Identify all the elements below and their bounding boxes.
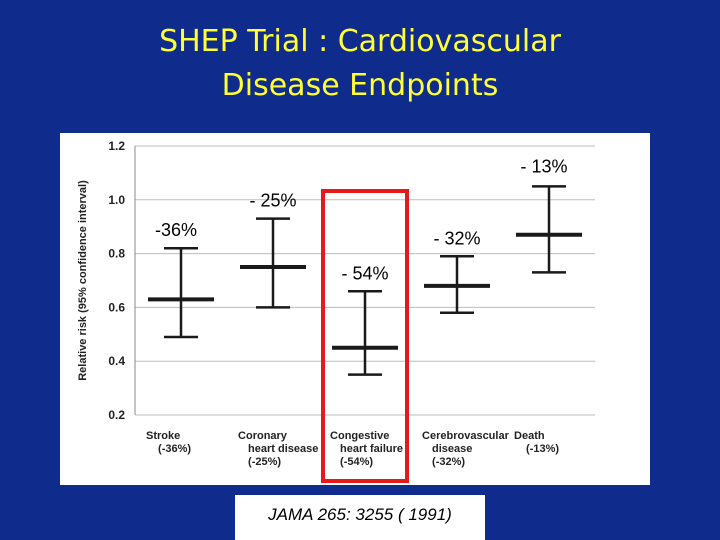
chart-panel: 0.2 0.4 0.6 0.8 1.0 1.2 Relative risk (95% con… — [60, 133, 650, 485]
y-tick-label: 0.2 — [108, 408, 125, 422]
category-label: Stroke — [146, 430, 180, 442]
category-label: (-54%) — [340, 456, 373, 468]
error-bar-chart: 0.2 0.4 0.6 0.8 1.0 1.2 Relative risk (95% con… — [77, 139, 595, 483]
category-label: Cerebrovascular — [422, 430, 510, 442]
category-label: (-25%) — [248, 456, 281, 468]
slide-title-line-2: Disease Endpoints — [221, 68, 499, 103]
category-label: (-13%) — [526, 443, 559, 455]
reduction-annotation: - 25% — [249, 191, 296, 211]
reduction-annotation: - 13% — [520, 156, 567, 176]
category-label: Coronary — [238, 430, 288, 442]
reduction-annotation: - 32% — [433, 228, 480, 248]
y-tick-label: 1.0 — [108, 193, 125, 207]
y-tick-label: 1.2 — [108, 139, 125, 153]
citation-background — [235, 495, 485, 540]
category-label: (-32%) — [432, 456, 465, 468]
category-label: Congestive — [330, 430, 389, 442]
y-tick-label: 0.6 — [108, 300, 125, 314]
slide-title-line-1: SHEP Trial : Cardiovascular — [159, 24, 561, 59]
y-axis-label: Relative risk (95% confidence interval) — [77, 180, 89, 381]
citation: JAMA 265: 3255 ( 1991) — [268, 505, 452, 524]
reduction-annotation: -36% — [155, 220, 197, 240]
highlight-box — [321, 189, 409, 483]
category-label: heart disease — [248, 443, 318, 455]
y-tick-label: 0.8 — [108, 247, 125, 261]
category-label: Death — [514, 430, 545, 442]
category-label: heart failure — [340, 443, 403, 455]
category-label: (-36%) — [158, 443, 191, 455]
category-label: disease — [432, 443, 472, 455]
slide-title: SHEP Trial : Cardiovascular Disease Endp… — [0, 20, 720, 108]
y-tick-label: 0.4 — [108, 354, 125, 368]
reduction-annotation: - 54% — [341, 263, 388, 283]
